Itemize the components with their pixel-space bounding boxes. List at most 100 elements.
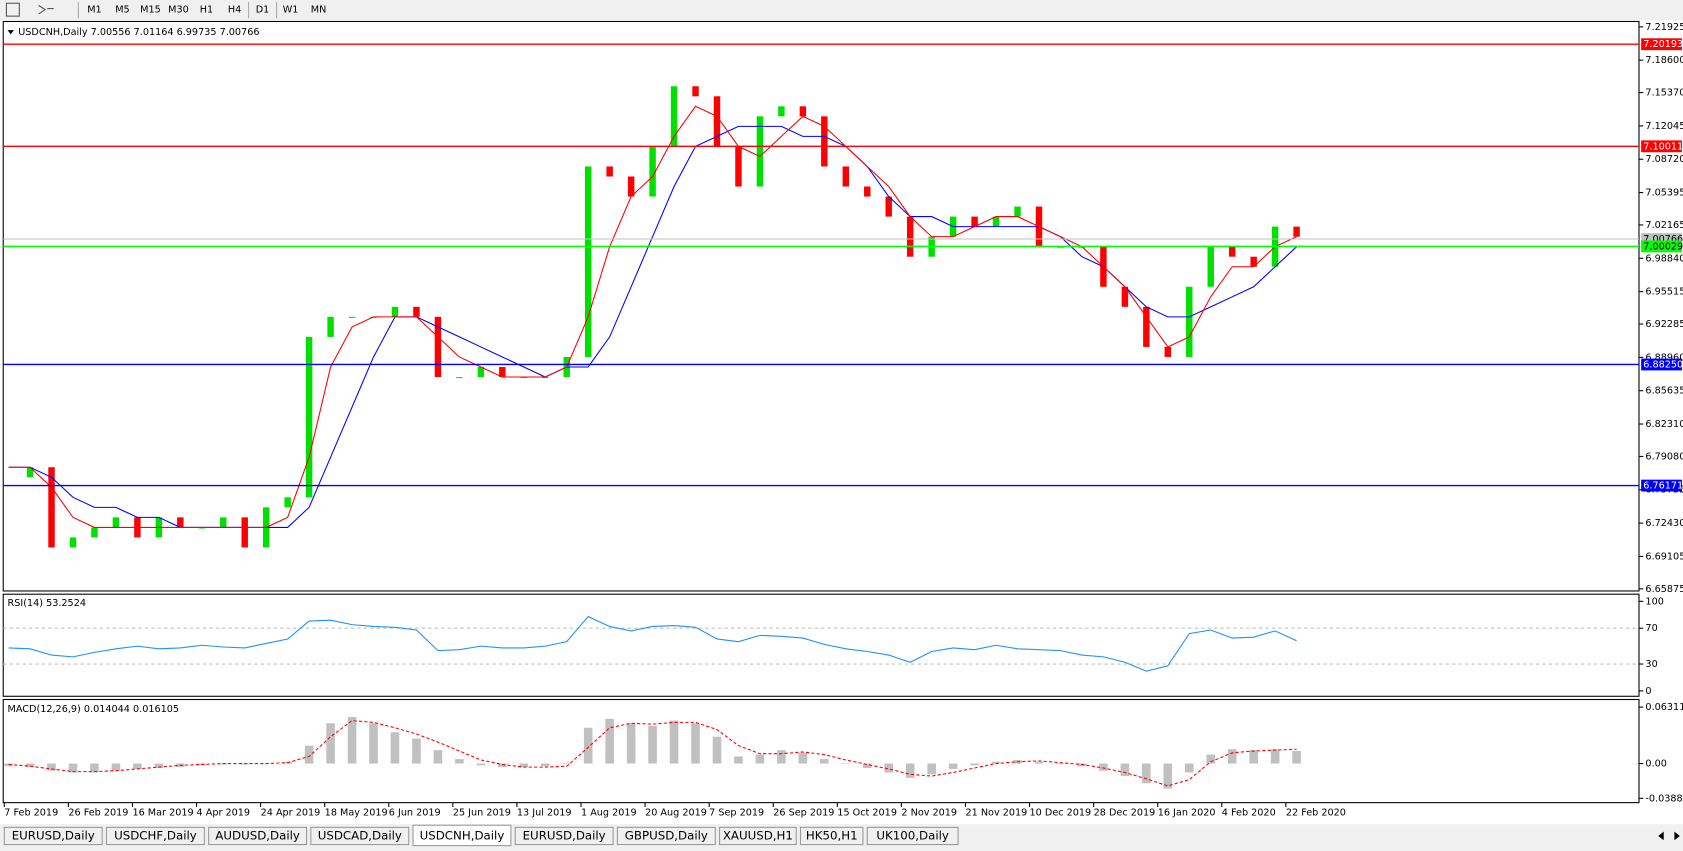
price-tick-label: 7.05395 [1645,188,1683,199]
date-label: 1 Aug 2019 [581,807,637,818]
chart-tab-label[interactable]: USDCAD,Daily [318,828,402,842]
level-label: 7.00029 [1643,241,1683,252]
date-label: 21 Nov 2019 [965,807,1027,818]
chart-tab[interactable] [616,826,716,846]
candle [1228,246,1236,257]
macd-bar [905,763,915,778]
macd-bar [154,763,164,769]
candle [1057,246,1064,248]
candle [821,116,828,167]
date-label: 20 Aug 2019 [645,807,707,818]
macd-bar [862,763,872,769]
candle [1207,246,1214,287]
chart-tab-label[interactable]: USDCNH,Daily [420,828,505,842]
candle [735,146,742,187]
timeframe-button[interactable]: D1 [256,5,270,16]
date-label: 4 Apr 2019 [197,807,251,818]
chart-tab[interactable] [719,826,797,846]
chart-tab[interactable] [105,826,205,846]
candle [1121,286,1129,307]
price-tick-label: 7.12045 [1645,121,1683,132]
macd-bar [390,732,400,764]
macd-bar [433,750,443,764]
macd-bar [1099,763,1108,771]
timeframe-button[interactable]: H1 [200,5,213,16]
chart-tab[interactable] [514,826,614,846]
macd-bar [47,763,56,771]
timeframe-button[interactable]: H4 [228,5,241,16]
rsi-tick-label: 70 [1645,623,1657,634]
timeframe-button[interactable]: MN [311,5,327,16]
macd-bar [691,723,700,764]
level-label: 7.10011 [1643,141,1683,152]
chart-tab-label[interactable]: AUDUSD,Daily [215,828,300,842]
chart-tab[interactable] [412,824,512,847]
date-label: 18 May 2019 [325,807,388,818]
price-tick-label: 6.69105 [1645,551,1683,562]
candle [606,166,613,177]
timeframe-button[interactable]: W1 [283,5,299,16]
candle [670,86,678,147]
macd-bar [1270,749,1280,764]
chart-tab-label[interactable]: HK50,H1 [806,828,858,842]
price-tick-label: 7.02165 [1645,220,1683,231]
dropdown-arrow[interactable] [7,30,14,35]
macd-bar [1249,750,1258,764]
candle [842,166,850,187]
timeframe-button[interactable]: M5 [115,5,129,16]
timeframe-button[interactable]: M1 [87,5,101,16]
timeframe-button[interactable]: M30 [168,5,189,16]
chart-tab[interactable] [310,826,410,846]
macd-bar [133,763,142,769]
candle [91,527,98,538]
macd-bar [1292,751,1301,764]
level-label-box [1641,479,1682,492]
candle [305,336,313,498]
level-label: 6.76171 [1643,481,1683,492]
macd-bar [90,763,99,773]
chart-tab[interactable] [3,826,103,846]
chart-tab[interactable] [799,826,864,846]
macd-bar [798,752,808,764]
rsi-header: RSI(14) 53.2524 [8,598,86,609]
chart-tab[interactable] [866,826,959,846]
price-tick-label: 7.21925 [1645,22,1683,33]
macd-bar [304,745,314,764]
macd-bar [1184,763,1194,773]
chart-tab-label[interactable]: UK100,Daily [876,828,948,842]
rsi-tick-label: 100 [1645,596,1663,607]
macd-bar [455,759,464,764]
timeframe-button[interactable]: M15 [140,5,161,16]
chart-tab-label[interactable]: USDCHF,Daily [114,828,197,842]
chart-tab-label[interactable]: EURUSD,Daily [12,828,95,842]
toolbar-icon[interactable] [5,2,20,17]
chart-tab-label[interactable]: XAUUSD,H1 [723,828,793,842]
macd-bar [669,720,679,764]
date-label: 13 Jul 2019 [517,807,572,818]
candle [992,216,1000,227]
candle [177,517,184,528]
candle [885,196,892,217]
macd-bar [562,763,572,765]
price-tick-label: 6.98840 [1645,253,1683,264]
macd-bar [498,763,507,768]
price-tick-label: 6.65875 [1645,584,1683,595]
rsi-panel [2,593,1640,697]
scroll-arrow[interactable] [1658,831,1680,841]
chart-tab-label[interactable]: GBPUSD,Daily [625,828,708,842]
macd-bar [712,736,722,764]
macd-bar [927,763,936,775]
candle [220,517,227,528]
date-label: 26 Sep 2019 [773,807,834,818]
candle [456,377,463,379]
toolbar-icon[interactable] [38,4,54,15]
level-label-box [1641,240,1682,253]
macd-bar [648,725,657,764]
macd-signal [8,720,1297,787]
price-tick-label: 6.88960 [1645,352,1683,363]
chart-tab[interactable] [208,826,308,846]
chart-tab-label[interactable]: EURUSD,Daily [523,828,606,842]
macd-bar [734,756,743,764]
candle [1164,346,1172,357]
